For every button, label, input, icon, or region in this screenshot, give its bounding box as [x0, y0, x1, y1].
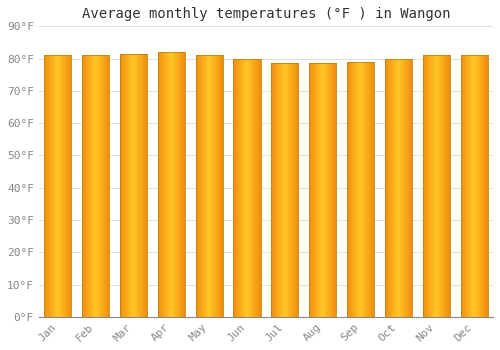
Title: Average monthly temperatures (°F ) in Wangon: Average monthly temperatures (°F ) in Wa… [82, 7, 450, 21]
